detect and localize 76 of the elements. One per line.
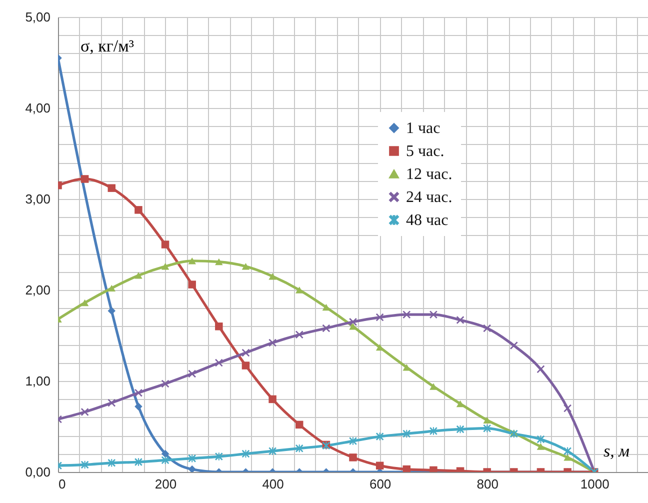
point	[483, 324, 491, 332]
point	[188, 280, 196, 288]
x-tick-label: 1000	[580, 476, 610, 492]
y-tick-label: 0,00	[25, 464, 50, 480]
point	[349, 454, 357, 462]
point	[268, 272, 276, 280]
point	[134, 402, 142, 410]
point	[80, 175, 89, 183]
point	[510, 342, 518, 350]
point	[456, 316, 464, 324]
point	[134, 272, 142, 279]
point	[295, 420, 304, 429]
point	[108, 184, 116, 192]
y-tick-label: 4,00	[25, 100, 50, 116]
point	[242, 262, 250, 270]
x-tick-label: 200	[154, 476, 177, 492]
legend-label: 5 час.	[406, 143, 444, 160]
point	[108, 307, 116, 315]
point	[188, 370, 196, 378]
point	[108, 459, 116, 467]
y-tick-label: 3,00	[25, 192, 50, 206]
point	[108, 398, 116, 407]
point	[161, 240, 170, 248]
point	[161, 450, 170, 458]
point	[188, 258, 196, 264]
point	[242, 362, 250, 370]
point	[564, 404, 572, 412]
point	[376, 462, 384, 470]
point	[268, 395, 276, 404]
y-tick-label: 2,00	[25, 282, 50, 298]
x-axis-title: s, м	[604, 442, 630, 460]
point	[564, 454, 572, 461]
x-tick-label: 0	[58, 476, 66, 492]
point	[430, 383, 438, 390]
point	[161, 262, 170, 270]
point	[268, 338, 276, 347]
point	[215, 258, 223, 266]
legend-label: 24 час.	[406, 189, 452, 206]
legend-label: 12 час.	[406, 166, 452, 183]
point	[295, 286, 304, 294]
point	[242, 348, 250, 357]
y-axis-title: σ, кг/м³	[80, 36, 134, 56]
point	[536, 365, 545, 374]
point	[402, 430, 411, 438]
point	[376, 313, 384, 322]
point	[376, 432, 384, 440]
point	[430, 310, 438, 318]
point	[483, 424, 491, 432]
point	[134, 388, 142, 397]
y-tick-label: 1,00	[25, 374, 50, 388]
point	[108, 284, 116, 292]
point	[295, 330, 304, 338]
point	[483, 416, 491, 424]
legend-label: 48 час	[406, 212, 448, 229]
x-tick-label: 400	[262, 476, 284, 492]
point	[161, 456, 170, 464]
point	[349, 318, 357, 326]
point	[402, 465, 411, 472]
point	[188, 465, 196, 472]
point	[188, 454, 196, 462]
point	[322, 324, 330, 332]
legend-label: 1 час	[406, 120, 440, 137]
point	[80, 408, 89, 416]
x-tick-label: 800	[476, 476, 498, 492]
point	[402, 310, 411, 318]
point	[134, 206, 142, 214]
y-tick-label: 5,00	[25, 10, 50, 24]
x-tick-label: 600	[369, 476, 392, 492]
point	[80, 299, 89, 306]
point	[161, 380, 170, 388]
point	[456, 400, 464, 408]
point	[215, 322, 223, 330]
point	[215, 358, 223, 367]
point	[215, 452, 223, 460]
point	[349, 437, 357, 445]
point	[536, 443, 545, 450]
